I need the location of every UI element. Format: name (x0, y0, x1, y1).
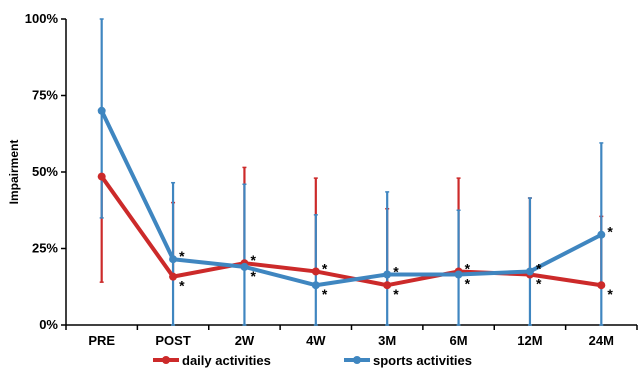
significance-star: * (465, 260, 471, 276)
x-ticks: PRE POST 2W 4W 3M 6M 12M 24M (65, 325, 638, 348)
x-tick-label: 12M (517, 333, 542, 348)
data-point (597, 281, 606, 290)
x-tick-label: 4W (306, 333, 326, 348)
y-tick-label: 75% (32, 88, 58, 103)
data-point (169, 272, 178, 281)
data-point (169, 255, 178, 264)
significance-star: * (393, 286, 399, 302)
significance-star: * (393, 264, 399, 280)
significance-markers: **** ********** (179, 224, 613, 302)
y-axis-title: Impairment (7, 140, 21, 205)
significance-star: * (536, 276, 542, 292)
data-point (311, 267, 320, 276)
x-tick-label: 3M (378, 333, 396, 348)
significance-star: * (607, 286, 613, 302)
legend-label: daily activities (182, 353, 271, 368)
significance-star: * (179, 278, 185, 294)
legend-marker (353, 356, 361, 364)
significance-star: * (250, 268, 256, 284)
data-point (240, 262, 249, 271)
data-point (597, 230, 606, 239)
x-tick-label: POST (155, 333, 190, 348)
significance-star: * (322, 260, 328, 276)
error-bars (99, 18, 604, 326)
significance-star: * (179, 248, 185, 264)
y-tick-label: 25% (32, 241, 58, 256)
data-point (525, 267, 534, 276)
y-ticks: 0% 25% 50% 75% 100% (25, 11, 66, 332)
series-line-daily (100, 175, 602, 288)
data-point (454, 270, 463, 279)
y-tick-label: 50% (32, 164, 58, 179)
data-point (97, 106, 106, 115)
data-point (97, 172, 106, 181)
significance-star: * (536, 260, 542, 276)
significance-star: * (322, 286, 328, 302)
data-point (383, 281, 392, 290)
y-tick-label: 0% (39, 317, 58, 332)
x-tick-label: 6M (450, 333, 468, 348)
significance-star: * (607, 224, 613, 240)
x-tick-label: 2W (235, 333, 255, 348)
legend: daily activities sports activities (153, 353, 472, 368)
legend-label: sports activities (373, 353, 472, 368)
y-tick-label: 100% (25, 11, 59, 26)
x-tick-label: 24M (589, 333, 614, 348)
data-point (383, 270, 392, 279)
x-tick-label: PRE (88, 333, 115, 348)
series-line-sports (99, 109, 603, 288)
data-point (311, 281, 320, 290)
significance-star: * (465, 276, 471, 292)
legend-marker (162, 356, 170, 364)
significance-star: * (250, 252, 256, 268)
series-lines (97, 106, 606, 290)
